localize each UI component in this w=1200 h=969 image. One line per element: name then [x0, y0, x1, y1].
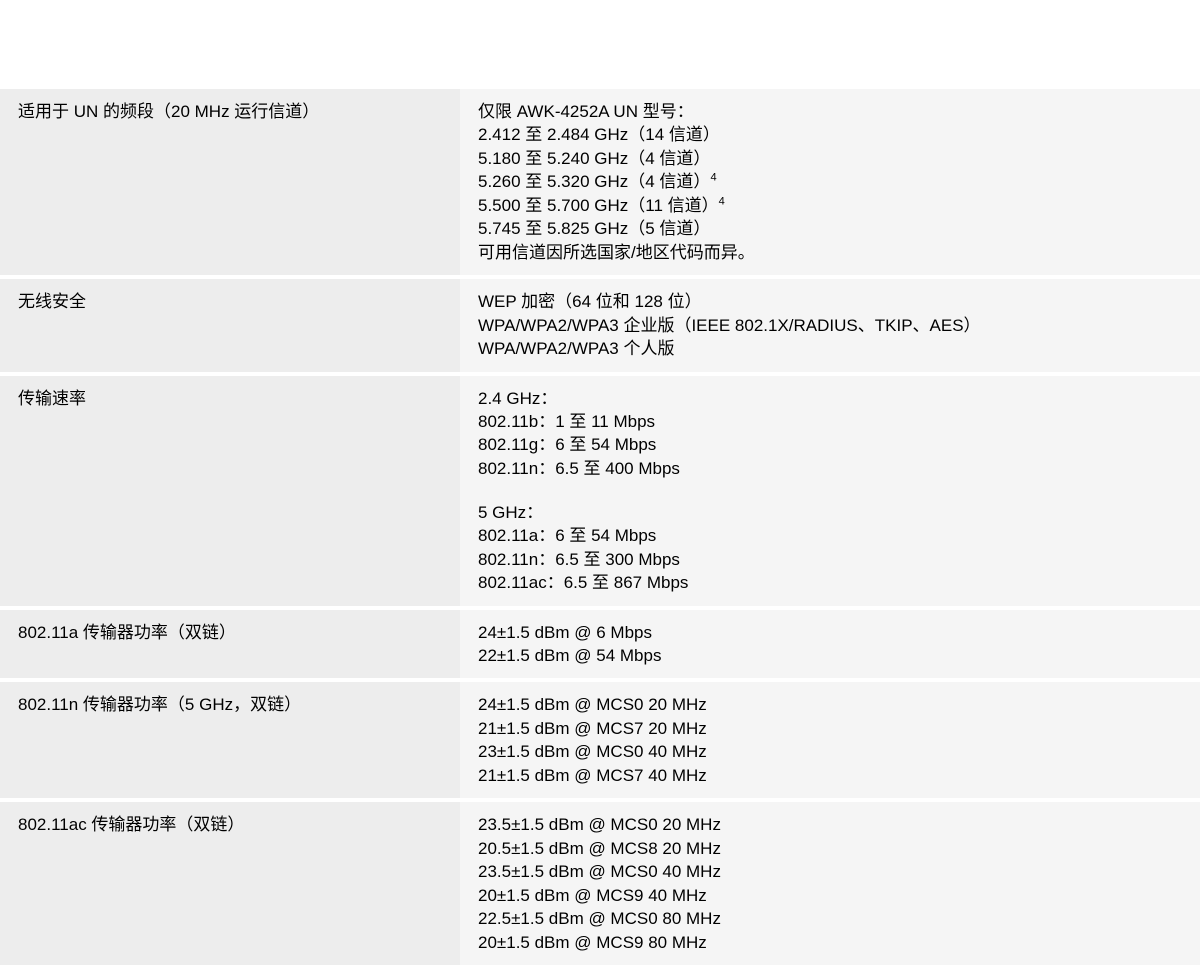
- spec-value-line: 24±1.5 dBm @ 6 Mbps: [478, 621, 1182, 644]
- spec-value-line: 23.5±1.5 dBm @ MCS0 20 MHz: [478, 813, 1182, 836]
- spec-row: 802.11n 传输器功率（5 GHz，双链）24±1.5 dBm @ MCS0…: [0, 682, 1200, 798]
- footnote-ref: 4: [719, 195, 725, 207]
- footnote-ref: 4: [710, 172, 716, 184]
- spec-value-line: 802.11g：6 至 54 Mbps: [478, 433, 1182, 456]
- spec-value-line: 21±1.5 dBm @ MCS7 20 MHz: [478, 717, 1182, 740]
- spec-value-line: 802.11ac：6.5 至 867 Mbps: [478, 571, 1182, 594]
- spec-value-line: 20.5±1.5 dBm @ MCS8 20 MHz: [478, 837, 1182, 860]
- spec-value: 24±1.5 dBm @ MCS0 20 MHz21±1.5 dBm @ MCS…: [460, 682, 1200, 798]
- spec-value-line: 仅限 AWK-4252A UN 型号：: [478, 100, 1182, 123]
- spec-value-line: 5.500 至 5.700 GHz（11 信道）4: [478, 194, 1182, 217]
- spec-value-line: 802.11b：1 至 11 Mbps: [478, 410, 1182, 433]
- spec-value: 仅限 AWK-4252A UN 型号：2.412 至 2.484 GHz（14 …: [460, 89, 1200, 275]
- spec-value-line: 802.11a：6 至 54 Mbps: [478, 524, 1182, 547]
- spec-value: WEP 加密（64 位和 128 位）WPA/WPA2/WPA3 企业版（IEE…: [460, 279, 1200, 371]
- spec-row: 无线安全WEP 加密（64 位和 128 位）WPA/WPA2/WPA3 企业版…: [0, 279, 1200, 371]
- spec-value: 23.5±1.5 dBm @ MCS0 20 MHz20.5±1.5 dBm @…: [460, 802, 1200, 965]
- spec-value-line: WEP 加密（64 位和 128 位）: [478, 290, 1182, 313]
- spec-row: 适用于 UN 的频段（20 MHz 运行信道）仅限 AWK-4252A UN 型…: [0, 89, 1200, 275]
- spec-value-line: 24±1.5 dBm @ MCS0 20 MHz: [478, 693, 1182, 716]
- spec-row: 802.11ac 传输器功率（双链）23.5±1.5 dBm @ MCS0 20…: [0, 802, 1200, 965]
- spec-label: 802.11n 传输器功率（5 GHz，双链）: [0, 682, 460, 798]
- spec-row: 传输速率2.4 GHz：802.11b：1 至 11 Mbps802.11g：6…: [0, 376, 1200, 606]
- spec-value: 2.4 GHz：802.11b：1 至 11 Mbps802.11g：6 至 5…: [460, 376, 1200, 606]
- spec-value-line: WPA/WPA2/WPA3 个人版: [478, 337, 1182, 360]
- spec-value-line: 23±1.5 dBm @ MCS0 40 MHz: [478, 740, 1182, 763]
- spec-value-line: 802.11n：6.5 至 300 Mbps: [478, 548, 1182, 571]
- spec-table-body: 适用于 UN 的频段（20 MHz 运行信道）仅限 AWK-4252A UN 型…: [0, 89, 1200, 965]
- spec-value-line: 20±1.5 dBm @ MCS9 80 MHz: [478, 931, 1182, 954]
- spec-label: 无线安全: [0, 279, 460, 371]
- spec-value-line: 23.5±1.5 dBm @ MCS0 40 MHz: [478, 860, 1182, 883]
- spec-value-line: 20±1.5 dBm @ MCS9 40 MHz: [478, 884, 1182, 907]
- spec-label: 传输速率: [0, 376, 460, 606]
- spec-label: 适用于 UN 的频段（20 MHz 运行信道）: [0, 89, 460, 275]
- blank-line: [478, 480, 1182, 500]
- spec-value-line: 5 GHz：: [478, 501, 1182, 524]
- spec-value-line: 5.745 至 5.825 GHz（5 信道）: [478, 217, 1182, 240]
- spec-value-line: 可用信道因所选国家/地区代码而异。: [478, 241, 1182, 264]
- spec-row: 802.11a 传输器功率（双链）24±1.5 dBm @ 6 Mbps22±1…: [0, 610, 1200, 679]
- spec-value-line: 2.4 GHz：: [478, 387, 1182, 410]
- spec-value-line: 2.412 至 2.484 GHz（14 信道）: [478, 123, 1182, 146]
- spec-table: 适用于 UN 的频段（20 MHz 运行信道）仅限 AWK-4252A UN 型…: [0, 85, 1200, 969]
- spec-label: 802.11ac 传输器功率（双链）: [0, 802, 460, 965]
- spec-value-line: WPA/WPA2/WPA3 企业版（IEEE 802.1X/RADIUS、TKI…: [478, 314, 1182, 337]
- spec-value-line: 802.11n：6.5 至 400 Mbps: [478, 457, 1182, 480]
- spec-value-line: 5.180 至 5.240 GHz（4 信道）: [478, 147, 1182, 170]
- spec-value-line: 22±1.5 dBm @ 54 Mbps: [478, 644, 1182, 667]
- spec-value-line: 21±1.5 dBm @ MCS7 40 MHz: [478, 764, 1182, 787]
- spec-value: 24±1.5 dBm @ 6 Mbps22±1.5 dBm @ 54 Mbps: [460, 610, 1200, 679]
- spec-label: 802.11a 传输器功率（双链）: [0, 610, 460, 679]
- spec-value-line: 22.5±1.5 dBm @ MCS0 80 MHz: [478, 907, 1182, 930]
- spec-value-line: 5.260 至 5.320 GHz（4 信道）4: [478, 170, 1182, 193]
